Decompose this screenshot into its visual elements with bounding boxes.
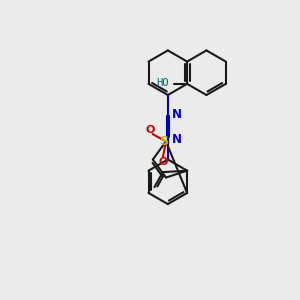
Text: O: O	[146, 125, 155, 136]
Text: N: N	[172, 108, 182, 121]
Text: HO: HO	[156, 78, 169, 88]
Text: O: O	[158, 157, 168, 167]
Text: N: N	[172, 133, 182, 146]
Text: S: S	[159, 135, 168, 148]
